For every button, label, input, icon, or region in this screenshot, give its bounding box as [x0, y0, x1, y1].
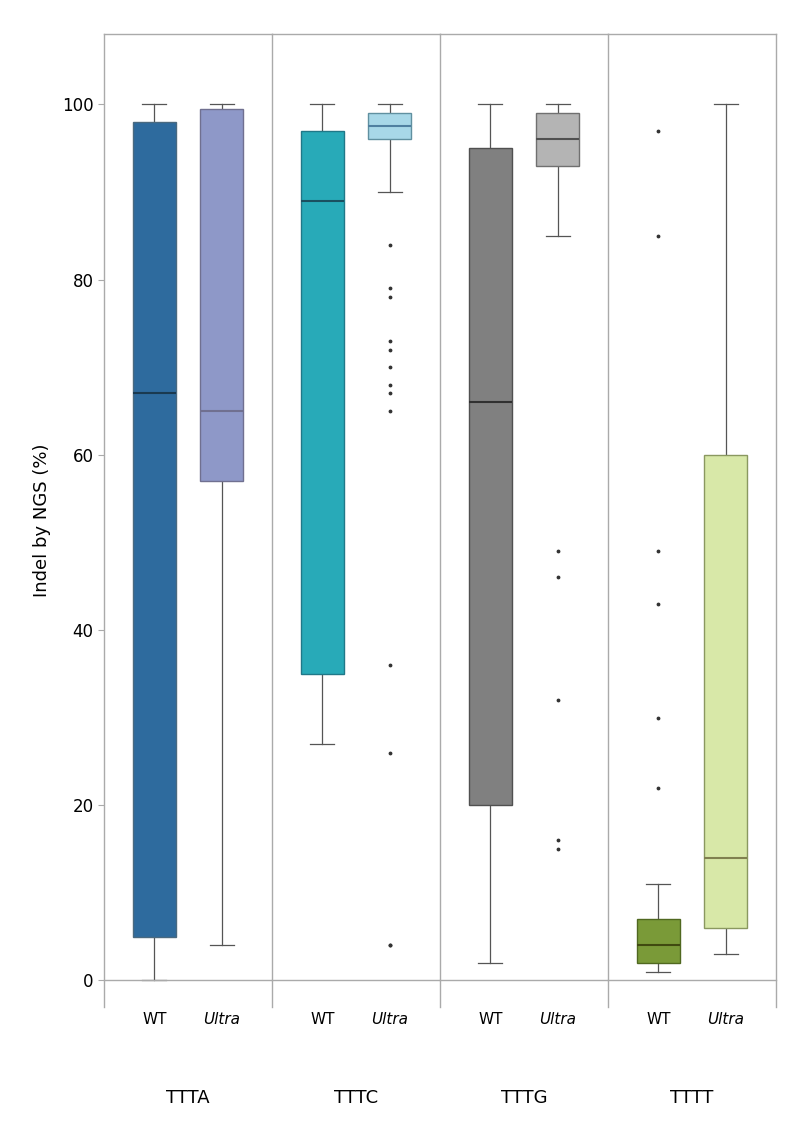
Text: TTTT: TTTT: [670, 1089, 714, 1107]
Y-axis label: Indel by NGS (%): Indel by NGS (%): [33, 444, 51, 597]
Bar: [368, 113, 411, 140]
Text: TTTA: TTTA: [166, 1089, 210, 1107]
Bar: [704, 455, 747, 928]
Text: TTTG: TTTG: [501, 1089, 547, 1107]
Text: TTTC: TTTC: [334, 1089, 378, 1107]
Bar: [133, 122, 176, 937]
Bar: [469, 149, 512, 805]
Bar: [637, 919, 680, 963]
Bar: [200, 109, 243, 482]
Bar: [536, 113, 579, 166]
Bar: [301, 130, 344, 674]
